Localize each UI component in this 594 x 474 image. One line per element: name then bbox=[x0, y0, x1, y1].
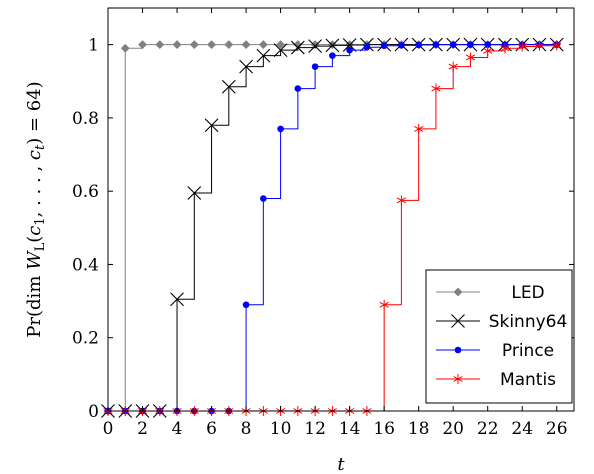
x-tick-label: 26 bbox=[546, 419, 568, 439]
data-point-prince bbox=[311, 63, 319, 70]
y-tick-label: 0.6 bbox=[72, 182, 99, 202]
y-axis-label: Pr(dim WL(c1, . . . , ct) = 64) bbox=[24, 81, 48, 337]
data-point-led bbox=[207, 40, 216, 50]
data-point-prince bbox=[380, 42, 388, 50]
x-axis-label: t bbox=[337, 454, 345, 474]
data-point-mantis bbox=[379, 299, 389, 310]
x-tick-label: 4 bbox=[172, 419, 183, 439]
x-tick-label: 2 bbox=[137, 419, 148, 439]
x-tick-label: 6 bbox=[206, 419, 217, 439]
data-point-prince bbox=[363, 43, 371, 51]
data-point-skinny64 bbox=[170, 292, 184, 307]
data-point-skinny64 bbox=[256, 48, 271, 63]
x-tick-label: 10 bbox=[270, 419, 292, 439]
legend: LED Skinny64 Prince Mantis bbox=[425, 269, 573, 404]
data-point-mantis bbox=[534, 40, 545, 51]
data-point-mantis bbox=[483, 45, 493, 56]
legend-label-prince: Prince bbox=[502, 341, 554, 361]
plot-frame bbox=[107, 7, 575, 412]
data-point-prince bbox=[467, 41, 474, 48]
data-point-mantis bbox=[552, 40, 562, 51]
x-tick-label: 12 bbox=[304, 419, 326, 439]
data-point-prince bbox=[329, 52, 336, 59]
data-point-mantis bbox=[500, 43, 510, 54]
data-point-skinny64 bbox=[342, 38, 357, 52]
data-point-led bbox=[276, 40, 286, 50]
x-tick-label: 0 bbox=[103, 419, 114, 439]
data-point-prince bbox=[432, 41, 440, 48]
data-point-led bbox=[258, 40, 268, 50]
x-tick-label: 24 bbox=[511, 419, 533, 439]
x-tick-label: 20 bbox=[442, 419, 464, 439]
data-point-led bbox=[241, 40, 251, 50]
legend-label-led: LED bbox=[511, 283, 544, 303]
y-tick-label: 0 bbox=[88, 402, 99, 422]
data-point-prince bbox=[449, 41, 457, 48]
y-tick-label: 0.2 bbox=[72, 329, 99, 349]
data-point-prince bbox=[398, 42, 405, 49]
data-point-prince bbox=[415, 41, 422, 49]
data-point-led bbox=[155, 40, 165, 50]
legend-marker-mantis bbox=[453, 374, 463, 384]
data-point-led bbox=[120, 43, 130, 53]
data-point-skinny64 bbox=[204, 118, 219, 133]
data-point-mantis bbox=[517, 41, 527, 52]
x-tick-label: 16 bbox=[373, 419, 395, 439]
data-point-mantis bbox=[448, 61, 458, 72]
data-point-prince bbox=[242, 301, 250, 309]
data-point-skinny64 bbox=[273, 43, 288, 58]
data-point-skinny64 bbox=[187, 186, 202, 200]
legend-marker-prince bbox=[454, 346, 462, 354]
y-tick-label: 1 bbox=[88, 36, 99, 56]
data-point-prince bbox=[260, 195, 267, 202]
data-point-prince bbox=[277, 125, 284, 133]
legend-label-skinny64: Skinny64 bbox=[489, 312, 568, 332]
data-point-skinny64 bbox=[239, 59, 253, 74]
x-tick-label: 18 bbox=[408, 419, 430, 439]
y-tick-label: 0.4 bbox=[72, 255, 99, 275]
data-point-led bbox=[172, 40, 182, 50]
legend-marker-led bbox=[453, 287, 463, 297]
data-point-skinny64 bbox=[325, 38, 340, 53]
legend-marker-skinny64 bbox=[451, 314, 465, 328]
data-point-prince bbox=[484, 41, 492, 48]
x-tick-label: 14 bbox=[339, 419, 361, 439]
legend-label-mantis: Mantis bbox=[500, 370, 556, 390]
data-point-prince bbox=[294, 85, 302, 92]
data-point-skinny64 bbox=[221, 79, 236, 94]
data-point-led bbox=[224, 40, 234, 50]
data-point-led bbox=[138, 40, 147, 50]
data-point-mantis bbox=[431, 83, 441, 94]
x-tick-label: 8 bbox=[241, 419, 252, 439]
x-tick-label: 22 bbox=[477, 419, 499, 439]
y-tick-label: 0.8 bbox=[72, 109, 99, 129]
data-point-mantis bbox=[396, 195, 406, 206]
data-point-led bbox=[189, 40, 199, 50]
data-point-prince bbox=[346, 46, 353, 54]
data-point-skinny64 bbox=[308, 39, 322, 53]
data-point-mantis bbox=[465, 52, 476, 63]
data-point-mantis bbox=[414, 123, 424, 134]
data-point-skinny64 bbox=[290, 40, 305, 55]
